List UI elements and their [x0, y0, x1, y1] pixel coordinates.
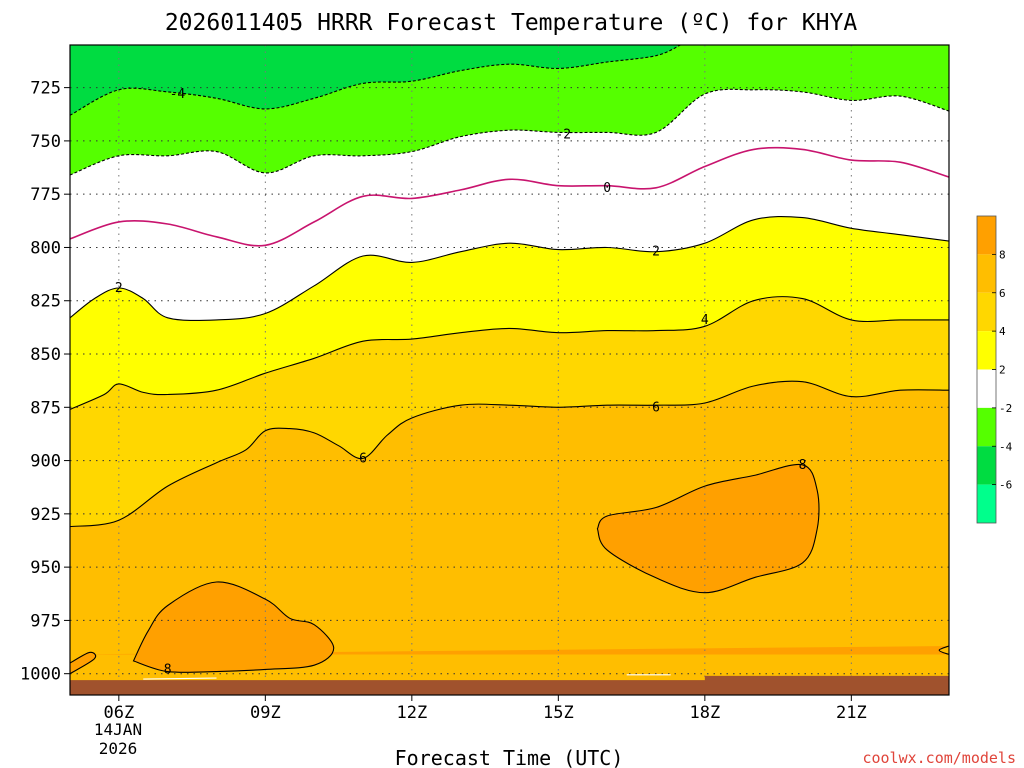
- fill-warm-cell-0: [133, 581, 334, 673]
- isotherm-8-6: [132, 581, 335, 673]
- x-tick-label: 06Z: [103, 703, 134, 723]
- plot-frame: [69, 44, 950, 696]
- colorbar-tick-label: 2: [999, 364, 1006, 377]
- y-tick-label: 725: [30, 79, 61, 99]
- fill-warm-cell-3: [70, 646, 949, 655]
- contour-label: 4: [701, 313, 709, 328]
- contour-label: 6: [359, 451, 367, 466]
- contour-label: 2: [115, 281, 123, 296]
- x-tick-label: 12Z: [396, 703, 427, 723]
- fill-band-edge: [680, 40, 949, 42]
- y-tick-label: 925: [30, 505, 61, 525]
- colorbar-tick-label: 8: [999, 248, 1006, 261]
- fill-warm-cell-2: [70, 652, 96, 674]
- colorbar-tick-label: -6: [999, 479, 1012, 492]
- x-tick-label: 21Z: [836, 703, 867, 723]
- contour-label: 0: [603, 181, 611, 196]
- y-tick-label: 1000: [20, 665, 61, 685]
- x-axis-title: Forecast Time (UTC): [395, 746, 624, 768]
- isotherm-0-2: [70, 146, 949, 247]
- plot-area: [70, 40, 949, 695]
- y-tick-label: 900: [30, 452, 61, 472]
- colorbar-tick-label: -2: [999, 402, 1012, 415]
- y-tick-label: 775: [30, 185, 61, 205]
- grid-lines: [70, 45, 949, 695]
- isotherm-6-5: [70, 380, 949, 528]
- colorbar-swatch: [977, 446, 996, 485]
- ground-edge-highlight: [143, 677, 217, 680]
- isotherm-8-7: [596, 463, 820, 594]
- colorbar-swatch: [977, 216, 996, 255]
- colorbar-swatch: [977, 407, 996, 447]
- y-tick-label: 750: [30, 132, 61, 152]
- isotherm-lines: [70, 45, 949, 675]
- temperature-fills: [70, 40, 949, 695]
- isotherm-2-3: [70, 215, 949, 322]
- contour-label: 6: [652, 400, 660, 415]
- contour-label: 8: [164, 662, 172, 677]
- fill-warm-cell-1: [597, 464, 819, 593]
- x-tick-label: 15Z: [543, 703, 574, 723]
- isotherm-neg2-1: [70, 88, 949, 176]
- colorbar-tick-label: -4: [999, 440, 1013, 453]
- ground-fill: [70, 675, 949, 695]
- y-tick-label: 950: [30, 558, 61, 578]
- isotherm-8-9: [938, 645, 949, 656]
- ground-surface: [70, 674, 949, 695]
- y-tick-label: 875: [30, 398, 61, 418]
- colorbar-swatch: [977, 369, 996, 408]
- isotherm-neg4-0: [70, 45, 681, 116]
- contour-label: -4: [170, 87, 186, 102]
- colorbar-legend: 8 6 4 2 -2 -4 -6: [976, 215, 1013, 524]
- date-label-day: 14JAN: [94, 720, 142, 739]
- contour-label: 8: [799, 458, 807, 473]
- isotherm-4-4: [70, 296, 949, 410]
- colorbar-tick-label: 6: [999, 287, 1006, 300]
- colorbar-swatch: [977, 254, 996, 293]
- y-tick-label: 850: [30, 345, 61, 365]
- isotherm-8-8: [70, 651, 97, 675]
- y-tick-label: 800: [30, 238, 61, 258]
- y-axis: 725 750 775 800 825 850 875 900 925 950 975 1000: [20, 79, 70, 685]
- contour-label: 2: [652, 245, 660, 260]
- colorbar-swatch: [977, 292, 996, 332]
- x-tick-label: 18Z: [689, 703, 720, 723]
- x-axis: 06Z 09Z 12Z 15Z 18Z 21Z: [103, 695, 867, 723]
- fill-band-neg6-neg4: [70, 45, 681, 116]
- colorbar-tick-label: 4: [999, 325, 1006, 338]
- contour-label: -2: [555, 128, 571, 143]
- y-tick-label: 825: [30, 292, 61, 312]
- date-label-year: 2026: [99, 739, 138, 758]
- x-tick-label: 09Z: [250, 703, 281, 723]
- credit-text[interactable]: coolwx.com/models: [862, 749, 1016, 767]
- y-tick-label: 975: [30, 611, 61, 631]
- colorbar-swatch: [977, 331, 996, 370]
- colorbar-swatch: [977, 484, 996, 523]
- chart-title: 2026011405 HRRR Forecast Temperature (ºC…: [165, 10, 858, 36]
- contour-labels: -4 -2 0 2 2 4 6 6 8 8: [115, 87, 807, 677]
